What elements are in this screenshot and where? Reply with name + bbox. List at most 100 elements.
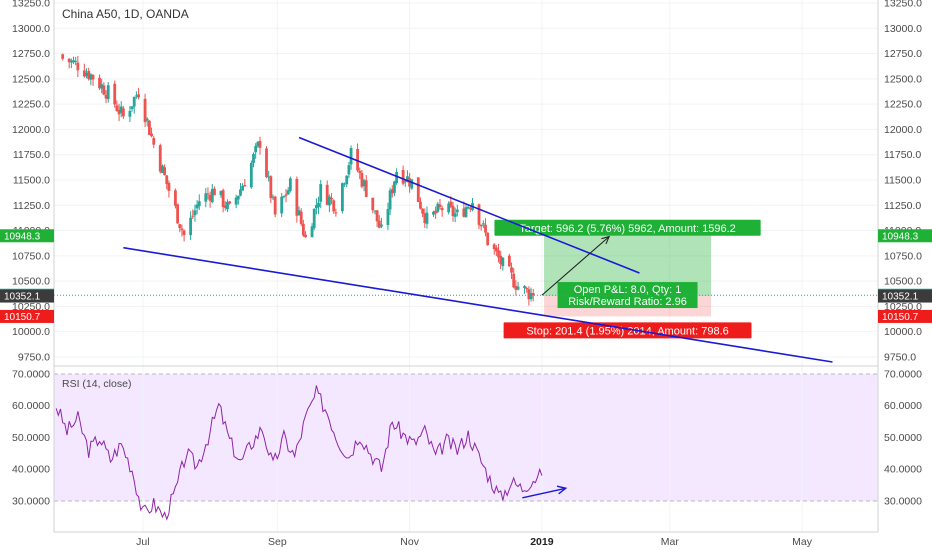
rsi-panel bbox=[54, 365, 878, 521]
price-tick-right: 12000.0 bbox=[884, 124, 922, 136]
price-tag-entry bbox=[878, 289, 932, 303]
candle-body bbox=[87, 71, 91, 80]
month-tick: 2019 bbox=[530, 536, 554, 548]
candle-body bbox=[451, 205, 455, 217]
candle-body bbox=[115, 105, 119, 111]
symbol-title: China A50, 1D, OANDA bbox=[62, 7, 189, 21]
candle-body bbox=[388, 190, 392, 210]
candle-body bbox=[529, 293, 533, 300]
candle-body bbox=[106, 85, 110, 100]
candle-body bbox=[288, 178, 292, 191]
candle-body bbox=[319, 184, 323, 202]
candle-body bbox=[286, 190, 290, 195]
candle-body bbox=[85, 73, 88, 77]
candle-body bbox=[494, 247, 498, 252]
price-tick-right: 10250.0 bbox=[884, 301, 922, 313]
price-tick-left: 10250.0 bbox=[12, 301, 50, 313]
candle-body bbox=[254, 145, 258, 153]
candle-body bbox=[204, 193, 208, 202]
price-tick-left: 12750.0 bbox=[12, 48, 50, 60]
candle-body bbox=[206, 193, 210, 195]
price-tick-left: 13250.0 bbox=[12, 0, 50, 10]
candle-body bbox=[102, 85, 106, 95]
price-tick-right: 11750.0 bbox=[884, 149, 921, 161]
price-tag-stop bbox=[878, 309, 932, 323]
candle-body bbox=[375, 210, 379, 222]
candle-body bbox=[161, 165, 164, 174]
candle-body bbox=[501, 257, 505, 267]
candle-body bbox=[362, 180, 366, 186]
upper-trendline[interactable] bbox=[298, 136, 640, 274]
candle-body bbox=[67, 58, 71, 63]
candle-body bbox=[403, 181, 407, 183]
candle-body bbox=[174, 190, 177, 206]
candle-body bbox=[76, 62, 80, 71]
candle-body bbox=[484, 224, 487, 233]
candle-body bbox=[447, 203, 451, 213]
position-tool[interactable]: Target: 596.2 (5.76%) 5962, Amount: 1596… bbox=[54, 219, 878, 339]
candle-body bbox=[356, 148, 359, 171]
price-tick-left: 12000.0 bbox=[12, 124, 50, 136]
candle-body bbox=[167, 182, 171, 191]
candle-body bbox=[438, 204, 442, 208]
candle-body bbox=[69, 60, 73, 63]
candle-body bbox=[390, 189, 394, 194]
annotation-arrow[interactable] bbox=[541, 236, 610, 296]
candle-body bbox=[241, 185, 245, 191]
candle-body bbox=[165, 175, 169, 184]
candle-body bbox=[219, 190, 223, 196]
candle-body bbox=[481, 223, 485, 225]
price-tick-left: 11500.0 bbox=[13, 174, 50, 186]
candle-body bbox=[280, 196, 284, 214]
price-tick-right: 13250.0 bbox=[884, 0, 922, 10]
candle-body bbox=[334, 212, 338, 214]
stop-label: Stop: 201.4 (1.95%) 2014, Amount: 798.6 bbox=[526, 325, 728, 337]
rsi-tick-left: 40.0000 bbox=[12, 464, 50, 476]
rsi-line bbox=[55, 385, 543, 521]
candle-body bbox=[512, 273, 516, 288]
month-tick: Jul bbox=[136, 536, 149, 548]
candle-body bbox=[377, 220, 381, 228]
rsi-tick-right: 50.0000 bbox=[884, 432, 922, 444]
price-tag-target bbox=[878, 229, 932, 243]
candle-body bbox=[371, 197, 375, 211]
candle-body bbox=[479, 224, 483, 227]
candle-body bbox=[373, 210, 377, 212]
candle-body bbox=[317, 202, 320, 208]
candle-body bbox=[341, 183, 344, 212]
price-tags: 10948.310948.310360.210360.210352.110352… bbox=[0, 229, 932, 323]
rsi-arrow[interactable] bbox=[522, 487, 566, 499]
candle-body bbox=[128, 110, 132, 117]
price-tick-left: 9750.0 bbox=[18, 351, 50, 363]
candle-body bbox=[148, 120, 151, 135]
candle-body bbox=[267, 176, 271, 178]
price-tag-label: 10948.3 bbox=[4, 231, 41, 242]
candle-body bbox=[455, 209, 459, 213]
month-tick: Sep bbox=[268, 536, 287, 548]
candle-body bbox=[249, 162, 253, 188]
price-tick-right: 9750.0 bbox=[884, 351, 916, 363]
candle-body bbox=[406, 176, 409, 182]
candle-body bbox=[440, 208, 444, 211]
candle-body bbox=[507, 255, 511, 267]
candle-body bbox=[234, 197, 238, 205]
candle-body bbox=[499, 255, 503, 265]
candle-body bbox=[236, 195, 240, 200]
candle-body bbox=[304, 234, 307, 238]
candle-body bbox=[135, 95, 138, 97]
lower-trendline[interactable] bbox=[123, 246, 833, 363]
candle-body bbox=[449, 201, 453, 207]
candle-body bbox=[410, 179, 414, 189]
rsi-tick-right: 40.0000 bbox=[884, 464, 922, 476]
target-box[interactable] bbox=[494, 219, 761, 236]
candle-body bbox=[208, 194, 212, 201]
candle-body bbox=[121, 108, 125, 117]
trendlines[interactable] bbox=[123, 136, 833, 363]
candle-body bbox=[299, 211, 303, 224]
candle-body bbox=[239, 189, 242, 196]
candle-body bbox=[180, 228, 184, 231]
month-tick: Nov bbox=[400, 536, 419, 548]
candle-body bbox=[464, 207, 468, 217]
stop-box[interactable] bbox=[503, 322, 752, 339]
